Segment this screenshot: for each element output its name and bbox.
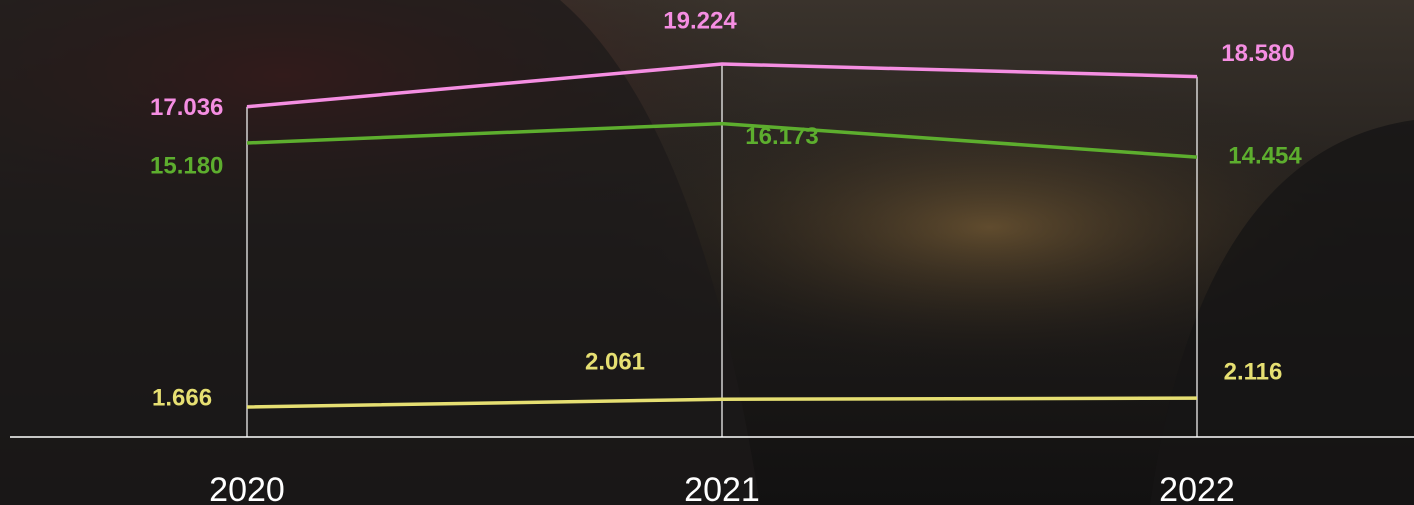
data-label: 16.173: [745, 123, 818, 150]
series-line: [246, 62, 1198, 109]
x-tick-label: 2021: [684, 471, 760, 505]
x-tick-label: 2020: [209, 471, 285, 505]
x-tick-label: 2022: [1159, 471, 1235, 505]
series-line: [246, 396, 1198, 409]
data-label: 19.224: [663, 7, 737, 34]
series-line: [246, 121, 1198, 159]
data-label: 18.580: [1221, 40, 1294, 67]
data-label: 14.454: [1228, 143, 1302, 170]
data-label: 15.180: [150, 152, 223, 179]
data-label: 17.036: [150, 94, 223, 121]
data-label: 1.666: [152, 384, 212, 411]
data-label: 2.116: [1224, 359, 1283, 386]
background-car: [0, 0, 760, 505]
background-car: [1150, 120, 1414, 505]
data-label: 2.061: [585, 349, 645, 376]
